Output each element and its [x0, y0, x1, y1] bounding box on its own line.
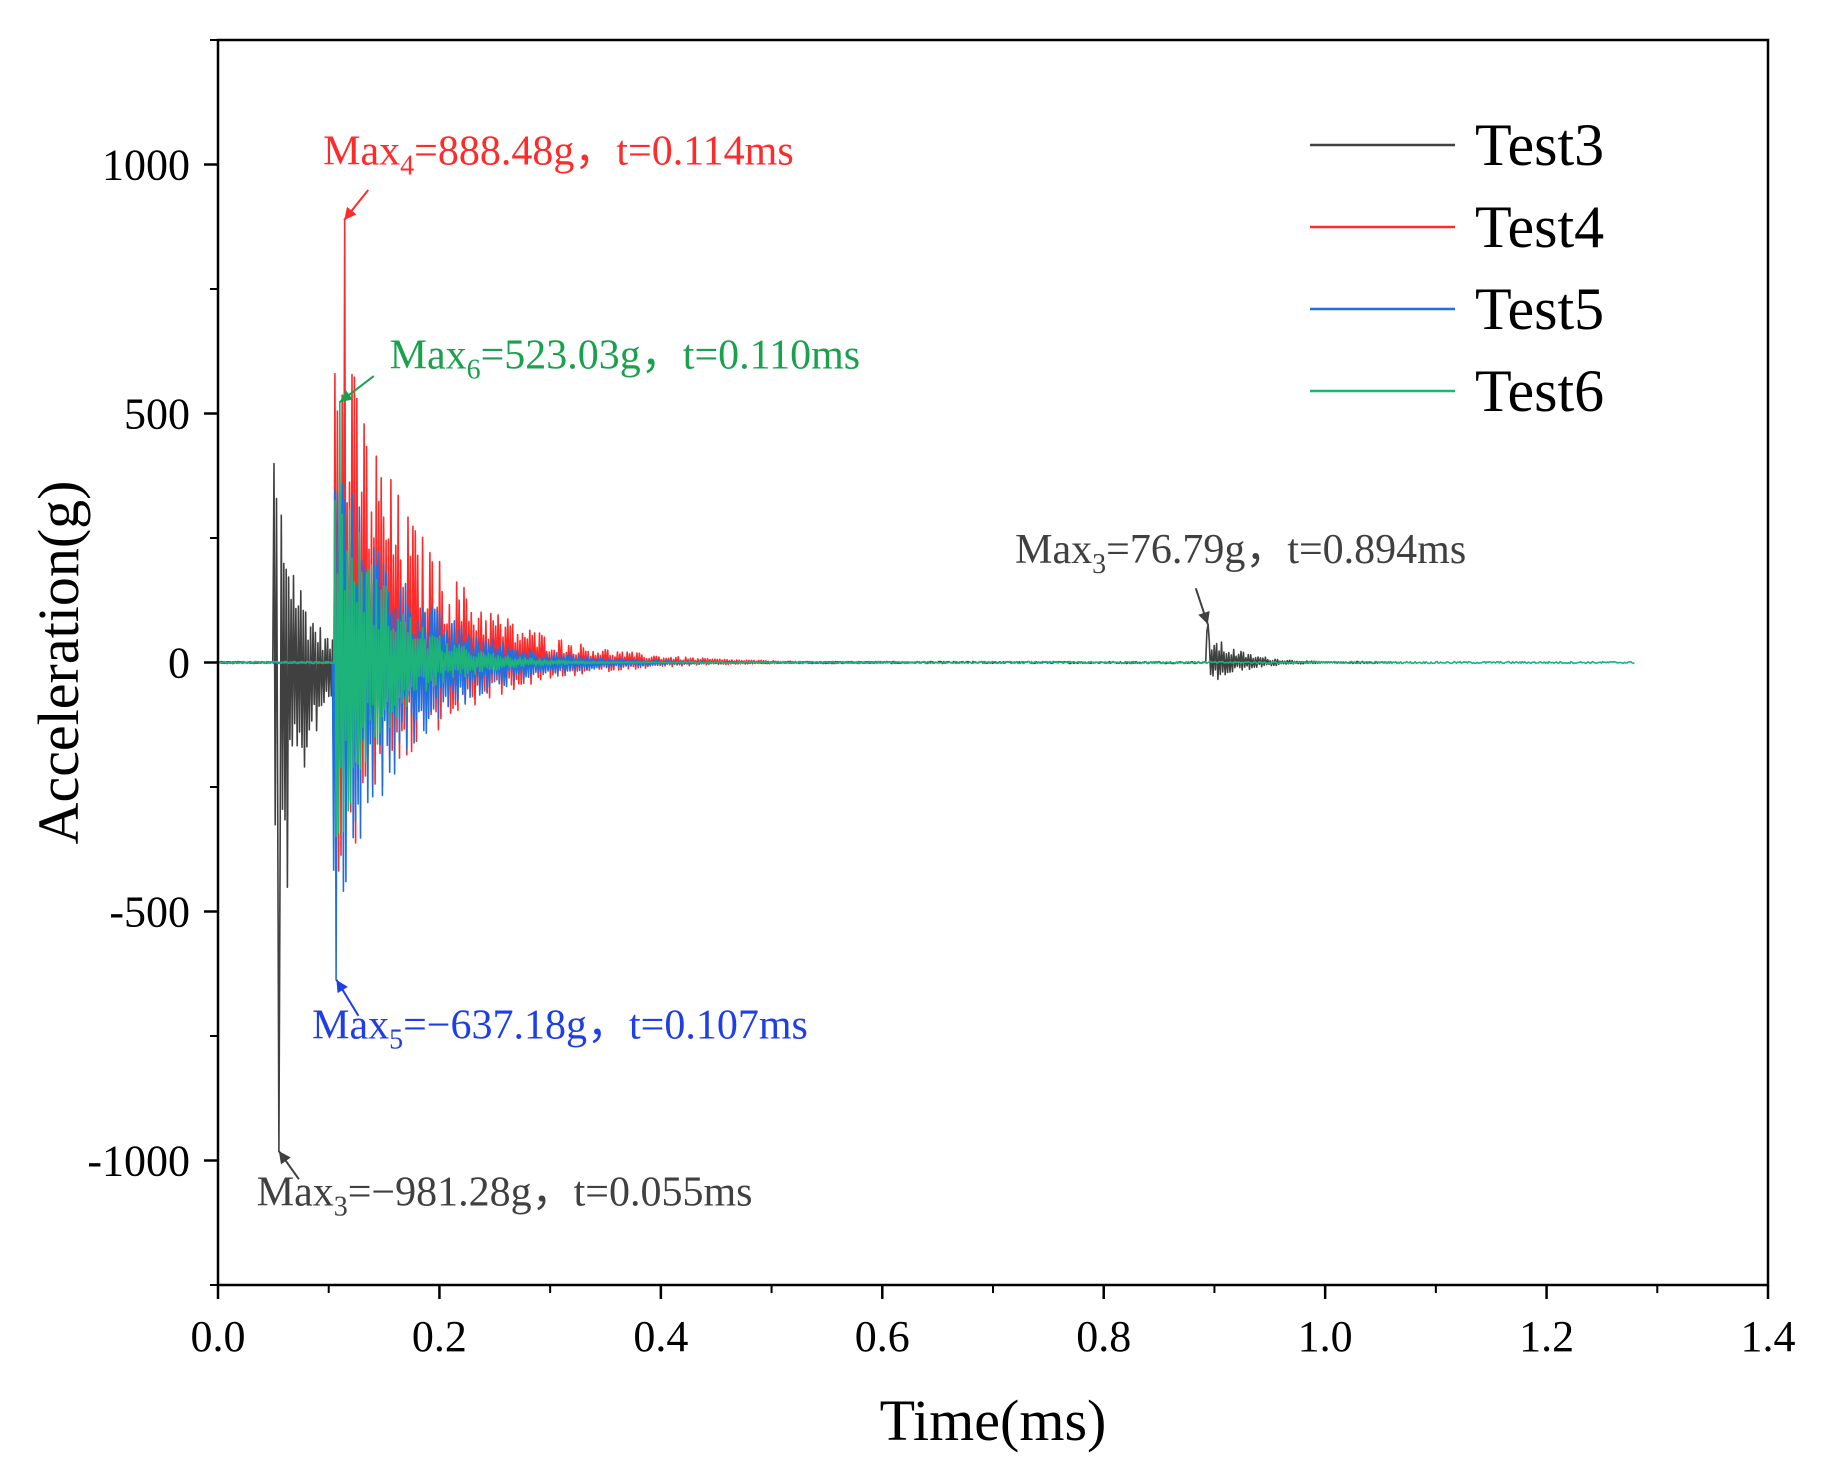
y-tick-label: -500	[109, 888, 190, 937]
annotation-arrowhead	[336, 979, 348, 994]
y-tick-label: 500	[124, 390, 190, 439]
axes: 0.0 0.2 0.4 0.6 0.8 1.0 1.2 1.4 -1000 -500 0 500 100…	[87, 38, 1796, 1361]
annotation-text: Max6=523.03g，t=0.110ms	[390, 333, 861, 386]
x-tick-label: 0.2	[412, 1312, 467, 1361]
x-tick-label: 1.0	[1298, 1312, 1353, 1361]
x-tick-label: 0.6	[855, 1312, 910, 1361]
annotation-max3b: Max3=76.79g，t=0.894ms	[1015, 527, 1466, 625]
annotation-max5: Max5=−637.18g，t=0.107ms	[312, 979, 808, 1055]
y-tick-label: -1000	[87, 1137, 190, 1186]
series-test4	[218, 219, 883, 872]
annotation-arrowhead	[339, 389, 353, 403]
annotations: Max4=888.48g，t=0.114ms Max6=523.03g，t=0.1…	[257, 129, 1466, 1223]
annotation-text: Max3=−981.28g，t=0.055ms	[257, 1169, 753, 1222]
x-tick-label: 0.0	[191, 1312, 246, 1361]
x-tick-label: 0.4	[633, 1312, 688, 1361]
y-tick-label: 0	[168, 639, 190, 688]
x-axis-title: Time(ms)	[880, 1388, 1107, 1453]
y-axis-title: Acceleration(g)	[26, 481, 91, 845]
legend-label-test4: Test4	[1475, 194, 1604, 260]
y-tick-label: 1000	[102, 141, 190, 190]
annotation-arrowhead	[278, 1151, 291, 1165]
series-layer	[218, 219, 1635, 1152]
legend-label-test5: Test5	[1475, 276, 1604, 342]
legend-label-test3: Test3	[1475, 112, 1604, 178]
annotation-max6: Max6=523.03g，t=0.110ms	[339, 333, 861, 403]
x-tick-label: 0.8	[1076, 1312, 1131, 1361]
annotation-text: Max4=888.48g，t=0.114ms	[323, 129, 794, 182]
x-tick-label: 1.2	[1519, 1312, 1574, 1361]
annotation-arrowhead	[344, 206, 357, 221]
x-tick-label: 1.4	[1741, 1312, 1796, 1361]
annotation-text: Max3=76.79g，t=0.894ms	[1015, 527, 1466, 580]
legend: Test3 Test4 Test5 Test6	[1310, 112, 1604, 424]
annotation-text: Max5=−637.18g，t=0.107ms	[312, 1002, 808, 1055]
annotation-max4: Max4=888.48g，t=0.114ms	[323, 129, 794, 221]
series-test6	[218, 401, 1635, 837]
series-test5	[218, 482, 905, 981]
annotation-arrowhead	[1198, 610, 1210, 625]
annotation-max3a: Max3=−981.28g，t=0.055ms	[257, 1150, 753, 1222]
legend-label-test6: Test6	[1475, 358, 1604, 424]
